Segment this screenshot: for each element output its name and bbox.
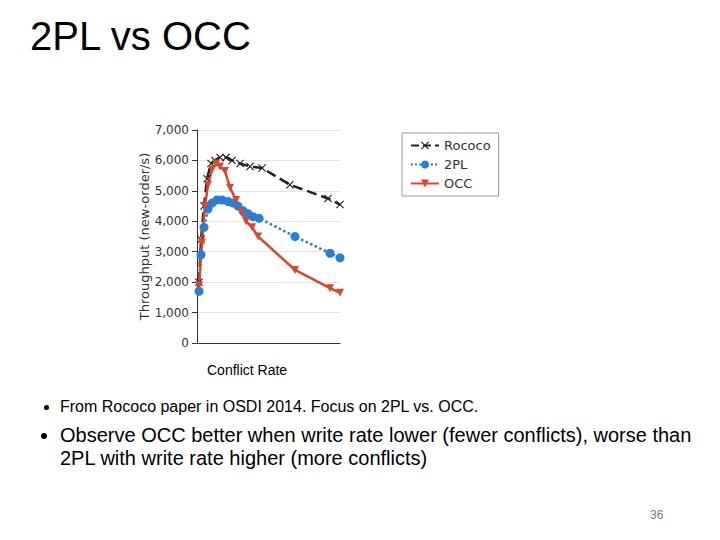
svg-text:5,000: 5,000 [155, 184, 189, 198]
svg-text:6,000: 6,000 [155, 153, 189, 167]
html-text:Observe OCC better when write: Observe OCC better when write rate lower… [60, 424, 692, 470]
svg-text:2PL: 2PL [444, 157, 468, 172]
html-text:36: 36 [650, 508, 664, 522]
html-text:From Rococo paper in OSDI 2014: From Rococo paper in OSDI 2014. Focus on… [60, 398, 479, 415]
svg-text:Rococo: Rococo [444, 138, 491, 153]
svg-text:OCC: OCC [444, 176, 472, 191]
svg-text:1,000: 1,000 [155, 306, 189, 320]
svg-text:3,000: 3,000 [155, 245, 189, 259]
svg-text:Throughput (new-order/s): Throughput (new-order/s) [137, 153, 152, 321]
html-text:Conflict Rate: Conflict Rate [207, 362, 288, 378]
html-text:2PL vs OCC: 2PL vs OCC [30, 14, 251, 58]
svg-text:2,000: 2,000 [155, 275, 189, 289]
svg-text:7,000: 7,000 [155, 123, 189, 137]
svg-text:4,000: 4,000 [155, 214, 189, 228]
svg-text:0: 0 [181, 336, 189, 350]
